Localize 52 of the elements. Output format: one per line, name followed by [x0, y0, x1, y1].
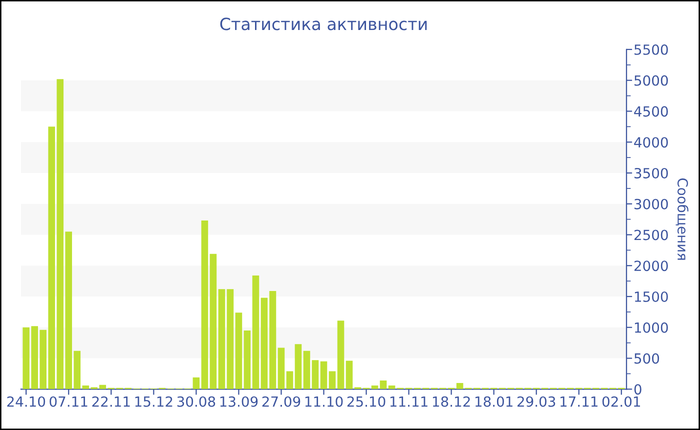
- bar: [278, 348, 285, 390]
- bar: [235, 312, 242, 390]
- x-tick-label: 24.10: [7, 396, 46, 407]
- x-tick-label: 13.09: [220, 396, 258, 407]
- x-tick-label: 17.11: [560, 396, 598, 407]
- y-tick-label: 0: [634, 384, 642, 395]
- y-tick-label: 500: [634, 353, 660, 364]
- y-tick-label: 1500: [634, 291, 668, 302]
- y-tick-label: 2000: [634, 260, 668, 272]
- bar: [244, 330, 251, 390]
- bar: [201, 220, 208, 390]
- bar: [210, 254, 217, 390]
- x-tick-label: 30.08: [177, 396, 216, 407]
- x-tick-label: 25.10: [347, 396, 386, 407]
- bar: [226, 289, 234, 390]
- x-tick-label: 29.03: [517, 396, 556, 407]
- bar: [294, 344, 302, 390]
- bar: [328, 371, 336, 390]
- bar: [252, 276, 260, 390]
- x-tick-label: 11.10: [305, 396, 343, 407]
- y-tick-label: 3000: [634, 198, 668, 210]
- x-tick-label: 11.11: [390, 396, 428, 407]
- y-tick-label: 1000: [634, 322, 668, 333]
- bar: [269, 290, 276, 390]
- x-tick-label: 22.11: [92, 396, 130, 407]
- x-tick-label: 27.09: [262, 396, 300, 407]
- y-tick-label: 3500: [634, 168, 668, 178]
- y-axis-title: Сообщения: [676, 178, 688, 260]
- x-tick-label: 02.01: [602, 396, 640, 407]
- y-tick-label: 4500: [634, 106, 668, 117]
- bar: [388, 385, 396, 390]
- x-tick-label: 15.12: [135, 396, 172, 407]
- bar: [286, 371, 294, 390]
- x-tick-label: 07.11: [50, 396, 88, 407]
- y-tick-label: 5000: [634, 75, 668, 86]
- x-tick-label: 18.12: [432, 396, 470, 407]
- bar: [260, 298, 268, 390]
- bar: [456, 382, 464, 390]
- bar: [312, 360, 319, 390]
- y-tick-label: 5500: [634, 44, 668, 55]
- bar: [380, 380, 387, 390]
- y-tick-label: 4000: [634, 137, 668, 148]
- bar: [337, 320, 344, 390]
- bar: [320, 361, 328, 390]
- chart-title: Статистика активности: [220, 18, 427, 30]
- bar: [371, 385, 378, 390]
- bar: [192, 377, 200, 390]
- bar: [346, 360, 353, 390]
- bar: [303, 350, 310, 390]
- y-tick-label: 2500: [634, 230, 668, 240]
- x-tick-label: 18.01: [475, 396, 512, 407]
- bar: [218, 289, 226, 390]
